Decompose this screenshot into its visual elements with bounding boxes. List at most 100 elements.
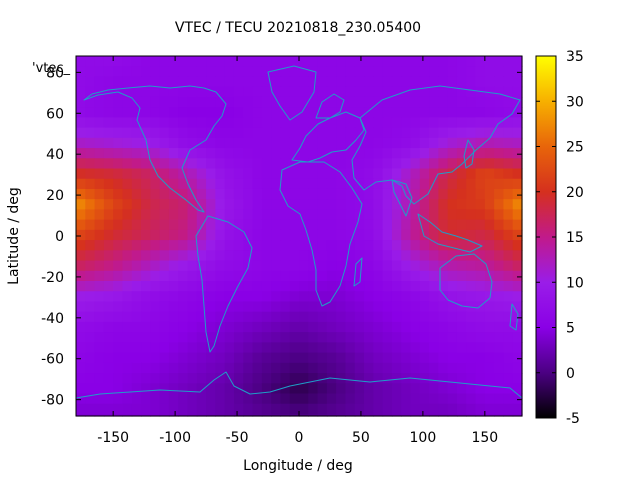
heatmap-cell bbox=[215, 56, 226, 67]
heatmap-cell bbox=[484, 311, 495, 323]
heatmap-cell bbox=[475, 76, 486, 88]
colorbar-tick-label: 15 bbox=[566, 230, 584, 246]
heatmap-cell bbox=[76, 127, 86, 139]
heatmap-cell bbox=[364, 86, 374, 98]
heatmap-cell bbox=[336, 107, 347, 118]
heatmap-cell bbox=[447, 291, 458, 303]
heatmap-cell bbox=[252, 66, 263, 78]
heatmap-cell bbox=[345, 66, 356, 78]
heatmap-cell bbox=[466, 281, 477, 292]
heatmap-cell bbox=[429, 209, 439, 221]
heatmap-cell bbox=[113, 393, 124, 405]
heatmap-cell bbox=[391, 250, 402, 262]
heatmap-cell bbox=[382, 301, 393, 313]
heatmap-cell bbox=[429, 281, 439, 292]
heatmap-cell bbox=[196, 260, 207, 272]
heatmap-cell bbox=[150, 281, 161, 292]
heatmap-cell bbox=[215, 188, 226, 200]
heatmap-cell bbox=[159, 393, 170, 405]
heatmap-cell bbox=[299, 311, 309, 323]
heatmap-cell bbox=[280, 148, 291, 159]
heatmap-cell bbox=[168, 250, 179, 262]
heatmap-cell bbox=[206, 403, 216, 415]
heatmap-cell bbox=[447, 270, 458, 282]
heatmap-cell bbox=[484, 342, 495, 354]
heatmap-cell bbox=[289, 168, 300, 180]
heatmap-cell bbox=[512, 362, 523, 374]
heatmap-cell bbox=[233, 311, 244, 323]
heatmap-cell bbox=[429, 117, 439, 129]
y-tick-label: -40 bbox=[41, 311, 64, 327]
heatmap-cell bbox=[326, 403, 337, 415]
heatmap-cell bbox=[512, 107, 523, 118]
heatmap-cell bbox=[326, 332, 337, 343]
heatmap-cell bbox=[168, 352, 179, 364]
heatmap-cell bbox=[494, 56, 505, 67]
heatmap-cell bbox=[261, 413, 272, 417]
heatmap-cell bbox=[364, 281, 374, 292]
heatmap-cell bbox=[122, 229, 133, 241]
heatmap-cell bbox=[103, 219, 114, 231]
heatmap-cell bbox=[85, 373, 96, 384]
heatmap-cell bbox=[466, 291, 477, 303]
heatmap-cell bbox=[317, 342, 328, 354]
heatmap-cell bbox=[419, 393, 430, 405]
heatmap-cell bbox=[233, 199, 244, 211]
heatmap-cell bbox=[345, 281, 356, 292]
heatmap-cell bbox=[94, 76, 105, 88]
heatmap-cell bbox=[215, 291, 226, 303]
heatmap-cell bbox=[373, 373, 384, 384]
heatmap-cell bbox=[475, 281, 486, 292]
heatmap-cell bbox=[168, 188, 179, 200]
heatmap-cell bbox=[215, 66, 226, 78]
heatmap-cell bbox=[345, 168, 356, 180]
heatmap-cell bbox=[215, 86, 226, 98]
heatmap-cell bbox=[456, 260, 467, 272]
heatmap-cell bbox=[354, 199, 365, 211]
heatmap-cell bbox=[159, 127, 170, 139]
heatmap-cell bbox=[289, 56, 300, 67]
heatmap-cell bbox=[196, 301, 207, 313]
heatmap-cell bbox=[224, 270, 235, 282]
heatmap-cell bbox=[131, 127, 142, 139]
heatmap-cell bbox=[401, 352, 412, 364]
heatmap-cell bbox=[447, 342, 458, 354]
heatmap-cell bbox=[438, 76, 449, 88]
heatmap-cell bbox=[131, 209, 142, 221]
heatmap-cell bbox=[76, 373, 86, 384]
heatmap-cell bbox=[141, 393, 151, 405]
heatmap-cell bbox=[187, 96, 198, 108]
heatmap-cell bbox=[484, 219, 495, 231]
heatmap-cell bbox=[159, 56, 170, 67]
heatmap-cell bbox=[94, 270, 105, 282]
heatmap-cell bbox=[243, 240, 254, 251]
heatmap-cell bbox=[187, 127, 198, 139]
heatmap-cell bbox=[215, 158, 226, 170]
heatmap-cell bbox=[308, 352, 319, 364]
heatmap-cell bbox=[494, 321, 505, 333]
heatmap-cell bbox=[456, 342, 467, 354]
heatmap-cell bbox=[308, 219, 319, 231]
heatmap-cell bbox=[391, 66, 402, 78]
heatmap-cell bbox=[419, 86, 430, 98]
heatmap-cell bbox=[354, 219, 365, 231]
heatmap-cell bbox=[206, 209, 216, 221]
heatmap-cell bbox=[141, 260, 151, 272]
heatmap-cell bbox=[447, 209, 458, 221]
heatmap-cell bbox=[484, 127, 495, 139]
heatmap-cell bbox=[475, 56, 486, 67]
heatmap-cell bbox=[503, 393, 514, 405]
heatmap-cell bbox=[391, 96, 402, 108]
heatmap-cell bbox=[401, 301, 412, 313]
heatmap-cell bbox=[419, 342, 430, 354]
heatmap-cell bbox=[187, 158, 198, 170]
colorbar-tick-label: 5 bbox=[566, 321, 575, 337]
heatmap-cell bbox=[252, 383, 263, 395]
heatmap-cell bbox=[224, 56, 235, 67]
heatmap-cell bbox=[289, 403, 300, 415]
heatmap-cell bbox=[271, 301, 282, 313]
heatmap-cell bbox=[94, 117, 105, 129]
heatmap-cell bbox=[438, 281, 449, 292]
heatmap-cell bbox=[382, 373, 393, 384]
heatmap-cell bbox=[364, 291, 374, 303]
